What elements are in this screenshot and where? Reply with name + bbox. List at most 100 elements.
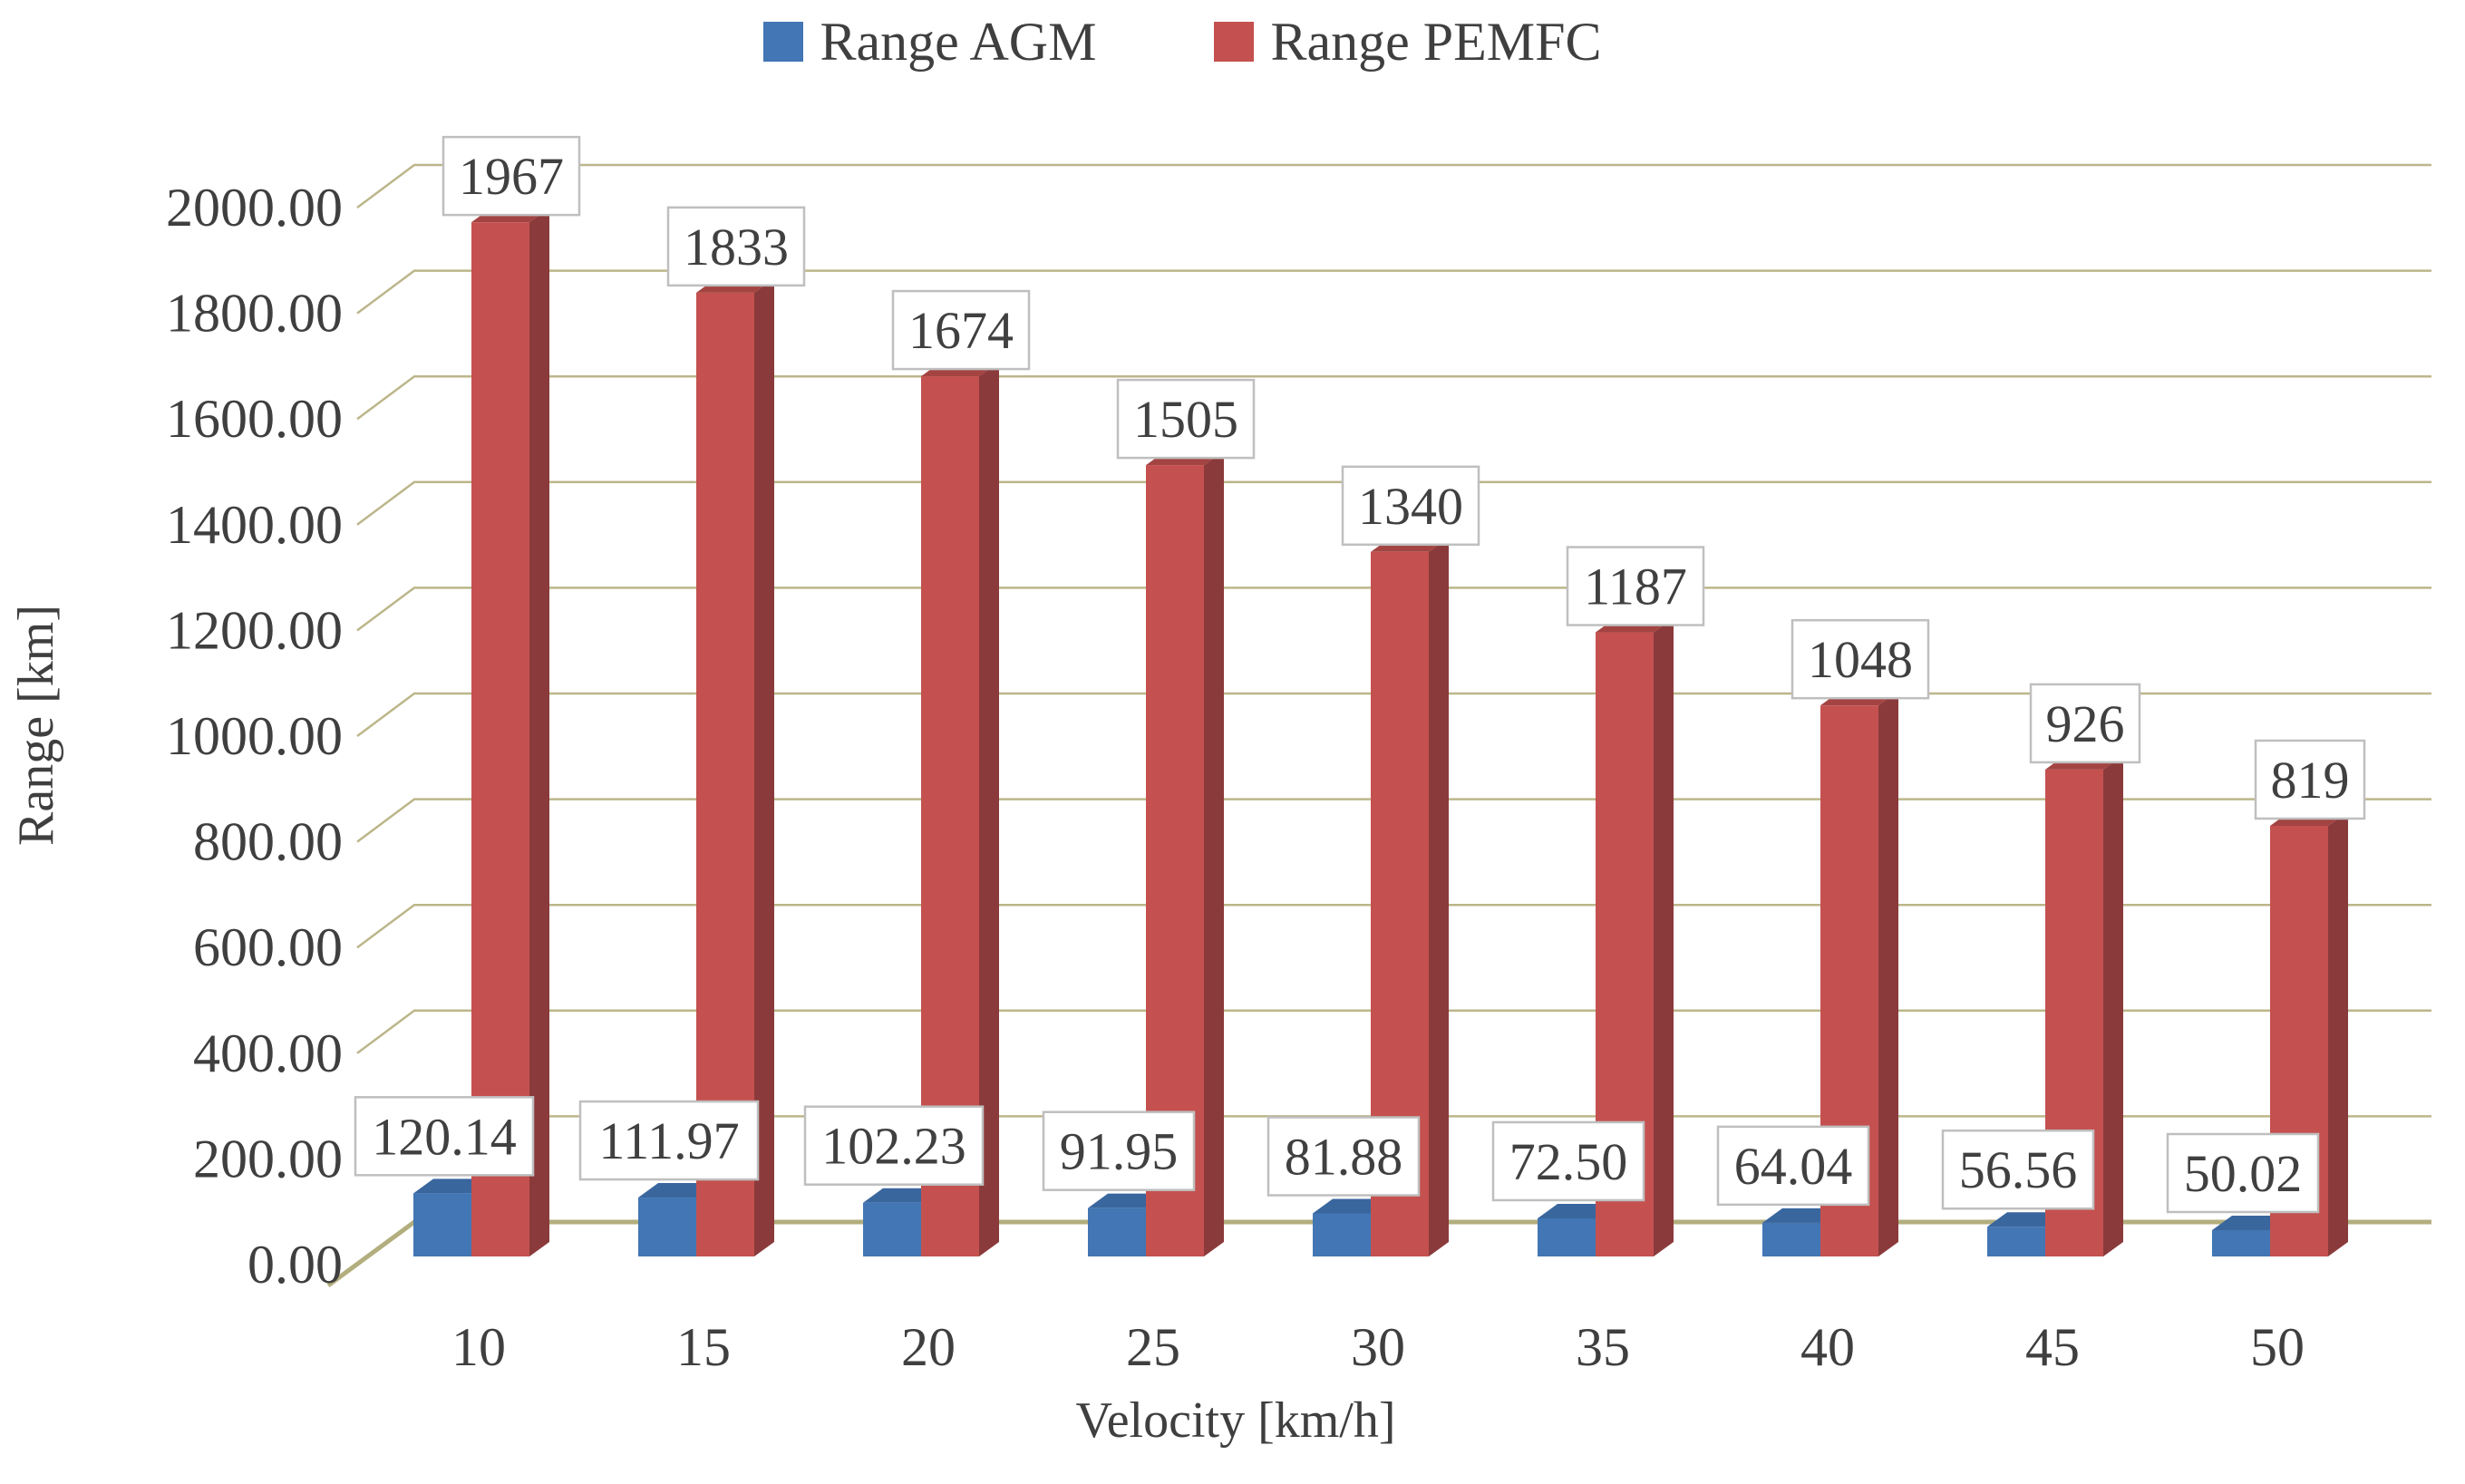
y-tick-2000.00: 2000.00: [166, 178, 343, 238]
y-tick-1800.00: 1800.00: [166, 284, 343, 344]
x-tick-30: 30: [1351, 1317, 1405, 1377]
y-axis-tick-labels: 0.00 200.00 400.00 600.00 800.00 1000.00 1200.…: [166, 178, 343, 1295]
data-label-agm-50-box: [2166, 1132, 2320, 1214]
x-axis-tick-labels: 10 15 20 25 30 35 40 45 50: [451, 1317, 2305, 1377]
legend-label-agm: Range AGM: [820, 12, 1097, 72]
data-label-pemfc-20: 1674: [891, 289, 1031, 371]
y-tick-0.00: 0.00: [247, 1235, 343, 1295]
y-tick-400.00: 400.00: [193, 1023, 343, 1083]
bar-agm-10-front: [413, 1193, 471, 1256]
bar-agm-30-front: [1313, 1213, 1371, 1256]
data-label-agm-45: 56.56: [1941, 1129, 2095, 1210]
x-tick-20: 20: [901, 1317, 956, 1377]
data-label-agm-35-box: [1491, 1120, 1645, 1202]
legend-label-pemfc: Range PEMFC: [1270, 12, 1602, 72]
data-label-pemfc-45-value: 926: [2046, 694, 2125, 753]
bar-pemfc-50-side: [2328, 810, 2348, 1256]
y-tick-800.00: 800.00: [193, 812, 343, 872]
legend-swatch-agm-icon: [763, 22, 804, 62]
data-label-agm-30: 81.88: [1266, 1116, 1421, 1197]
bar-agm-15-front: [638, 1198, 696, 1256]
legend: Range AGM Range PEMFC: [0, 15, 2415, 69]
data-label-agm-50-value: 50.02: [2184, 1144, 2303, 1203]
x-axis-title: Velocity [km/h]: [1075, 1392, 1395, 1449]
data-label-agm-35-value: 72.50: [1509, 1132, 1628, 1191]
data-label-pemfc-30: 1340: [1341, 465, 1480, 547]
data-label-pemfc-40-value: 1048: [1808, 630, 1913, 689]
legend-item-pemfc: Range PEMFC: [1214, 12, 1602, 72]
bar-agm-40-front: [1762, 1222, 1820, 1256]
data-label-agm-20: 102.23: [803, 1105, 985, 1186]
data-label-pemfc-30-value: 1340: [1358, 477, 1463, 536]
data-label-pemfc-35-value: 1187: [1584, 558, 1687, 616]
data-label-agm-40-value: 64.04: [1734, 1137, 1853, 1196]
data-label-agm-15-box: [578, 1100, 760, 1181]
data-label-pemfc-35: 1187: [1566, 546, 1705, 626]
gridline-1600: [356, 374, 2431, 421]
x-tick-25: 25: [1126, 1317, 1180, 1377]
gridline-400: [356, 1009, 2431, 1054]
data-label-agm-20-value: 102.23: [821, 1117, 966, 1176]
bar-pemfc-15: [696, 277, 774, 1256]
x-tick-35: 35: [1576, 1317, 1630, 1377]
legend-item-agm: Range AGM: [763, 15, 1096, 69]
data-label-pemfc-15-box: [666, 206, 806, 287]
y-tick-200.00: 200.00: [193, 1129, 343, 1188]
data-label-agm-20-box: [803, 1105, 985, 1186]
y-tick-1400.00: 1400.00: [166, 495, 343, 555]
data-label-agm-30-value: 81.88: [1285, 1128, 1403, 1187]
legend-swatch-pemfc-icon: [1214, 22, 1255, 62]
data-label-agm-30-box: [1266, 1116, 1421, 1197]
data-label-pemfc-20-value: 1674: [908, 301, 1014, 360]
bar-pemfc-25-side: [1204, 451, 1224, 1257]
bar-pemfc-35-side: [1654, 617, 1674, 1256]
bar-agm-20-front: [863, 1202, 921, 1256]
data-label-agm-10-box: [354, 1096, 535, 1177]
data-label-agm-50: 50.02: [2166, 1132, 2320, 1214]
y-tick-1600.00: 1600.00: [166, 389, 343, 449]
x-tick-10: 10: [451, 1317, 506, 1377]
data-label-pemfc-20-box: [891, 289, 1031, 371]
y-tick-600.00: 600.00: [193, 917, 343, 977]
gridline-1400: [356, 480, 2431, 526]
x-tick-50: 50: [2250, 1317, 2305, 1377]
bar-pemfc-45-side: [2103, 754, 2123, 1256]
data-label-agm-10: 120.14: [354, 1096, 535, 1177]
gridline-1200: [356, 587, 2431, 632]
data-label-agm-15: 111.97: [578, 1100, 760, 1181]
data-label-pemfc-10-value: 1967: [459, 147, 564, 206]
data-label-pemfc-35-box: [1566, 546, 1705, 626]
bar-pemfc-30-side: [1429, 537, 1449, 1256]
bar-pemfc-15-front: [696, 292, 754, 1256]
bar-pemfc-10-side: [529, 208, 549, 1256]
data-label-pemfc-25-box: [1116, 378, 1256, 460]
bar-agm-25-front: [1088, 1208, 1146, 1256]
gridline-1000: [356, 692, 2431, 738]
data-label-agm-25-value: 91.95: [1060, 1122, 1179, 1181]
data-label-pemfc-40-box: [1791, 618, 1930, 700]
data-label-pemfc-10: 1967: [442, 135, 581, 217]
y-axis-title: Range [km]: [8, 605, 64, 846]
data-label-agm-40: 64.04: [1716, 1125, 1870, 1207]
gridline-600: [356, 903, 2431, 949]
gridline-1800: [356, 269, 2431, 315]
data-label-pemfc-45-box: [2029, 683, 2141, 764]
x-tick-40: 40: [1800, 1317, 1855, 1377]
data-label-pemfc-15: 1833: [666, 206, 806, 287]
bar-pemfc-10-front: [471, 222, 529, 1256]
bar-agm-45-front: [1987, 1227, 2045, 1256]
bar-pemfc-15-side: [754, 277, 774, 1256]
bar-pemfc-20-side: [979, 362, 999, 1257]
data-label-pemfc-50-box: [2254, 739, 2366, 820]
bar-agm-50-front: [2212, 1229, 2270, 1256]
y-tick-1200.00: 1200.00: [166, 600, 343, 660]
x-tick-15: 15: [676, 1317, 731, 1377]
bar-pemfc-40-side: [1878, 691, 1898, 1256]
data-label-pemfc-45: 926: [2029, 683, 2141, 764]
data-labels: 120.14 111.97 102.23 91.95 81.88 72.50 64.04 56…: [354, 135, 2366, 1214]
bar-agm-35-front: [1538, 1217, 1596, 1256]
y-tick-1000.00: 1000.00: [166, 706, 343, 766]
data-label-pemfc-25: 1505: [1116, 378, 1256, 460]
data-label-pemfc-50: 819: [2254, 739, 2366, 820]
